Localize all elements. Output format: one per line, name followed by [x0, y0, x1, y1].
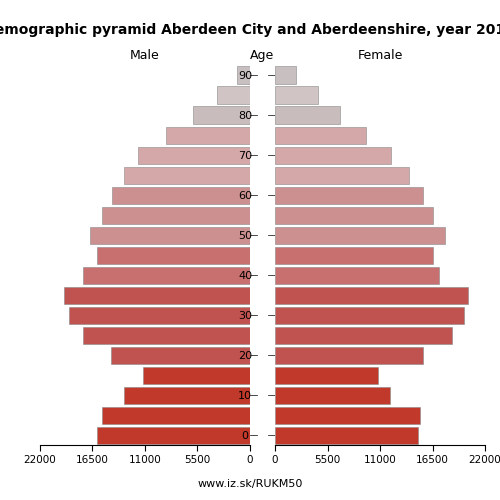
Bar [64, 286, 250, 304]
Bar [124, 166, 250, 184]
Bar [83, 326, 250, 344]
Bar [275, 306, 464, 324]
Bar [275, 246, 432, 264]
Bar [275, 346, 423, 364]
Title: Female: Female [358, 50, 403, 62]
Bar [275, 86, 318, 104]
Bar [110, 346, 250, 364]
Bar [97, 426, 250, 444]
Text: www.iz.sk/RUKM50: www.iz.sk/RUKM50 [198, 480, 302, 490]
Bar [275, 406, 420, 424]
Bar [275, 106, 340, 124]
Title: Age: Age [250, 50, 274, 62]
Bar [236, 66, 250, 84]
Bar [275, 366, 378, 384]
Bar [83, 266, 250, 283]
Bar [275, 326, 452, 344]
Text: demographic pyramid Aberdeen City and Aberdeenshire, year 2019: demographic pyramid Aberdeen City and Ab… [0, 23, 500, 37]
Bar [275, 186, 423, 204]
Bar [90, 226, 250, 244]
Bar [275, 66, 296, 84]
Bar [275, 166, 408, 184]
Bar [275, 386, 390, 404]
Bar [112, 186, 250, 204]
Bar [192, 106, 250, 124]
Bar [275, 426, 418, 444]
Bar [166, 126, 250, 144]
Bar [68, 306, 250, 324]
Bar [275, 226, 445, 244]
Bar [102, 206, 250, 224]
Bar [138, 146, 250, 164]
Bar [97, 246, 250, 264]
Bar [275, 266, 439, 283]
Bar [275, 126, 366, 144]
Bar [124, 386, 250, 404]
Bar [275, 286, 468, 304]
Bar [102, 406, 250, 424]
Title: Male: Male [130, 50, 160, 62]
Bar [275, 206, 432, 224]
Bar [143, 366, 250, 384]
Bar [275, 146, 392, 164]
Bar [216, 86, 250, 104]
